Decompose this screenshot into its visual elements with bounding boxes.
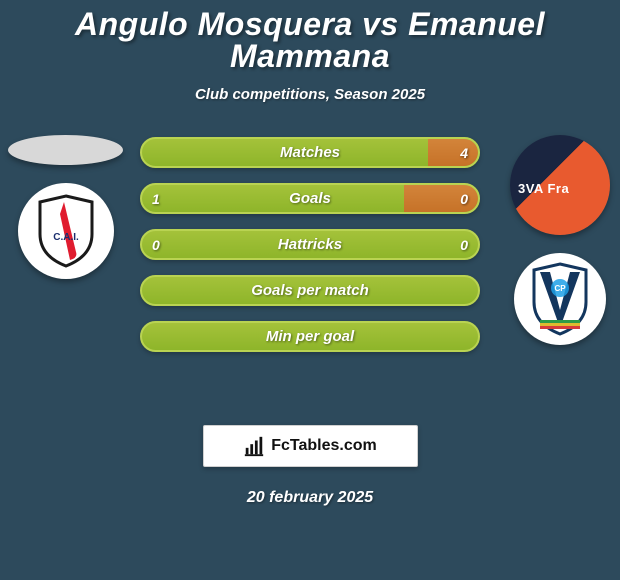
svg-text:CP: CP (554, 284, 566, 293)
stat-label: Min per goal (266, 328, 354, 345)
chart-icon (243, 435, 265, 457)
svg-text:C.A.I.: C.A.I. (53, 232, 79, 243)
player-left-name: Angulo Mosquera (75, 6, 353, 42)
stat-right-value: 4 (460, 145, 468, 161)
stat-bar-hattricks: 0 Hattricks 0 (140, 229, 480, 260)
header: Angulo Mosquera vs Emanuel Mammana Club … (0, 0, 620, 103)
site-label: FcTables.com (271, 437, 377, 455)
club-logo-left: C.A.I. (18, 183, 114, 279)
stat-bar-min-per-goal: Min per goal (140, 321, 480, 352)
vs-text: vs (362, 6, 399, 42)
bar-overlay (428, 139, 478, 166)
stat-label: Goals per match (251, 282, 369, 299)
page-title: Angulo Mosquera vs Emanuel Mammana (0, 8, 620, 72)
club-logo-right: CP (514, 253, 606, 345)
stat-label: Matches (280, 144, 340, 161)
stat-right-value: 0 (460, 237, 468, 253)
right-column: 3VA Fra CP (510, 135, 610, 345)
subtitle: Club competitions, Season 2025 (0, 86, 620, 103)
player-left-silhouette (8, 135, 123, 165)
comparison-body: C.A.I. Matches 4 1 Goals 0 0 Hattricks 0… (0, 135, 620, 395)
stat-bar-goals: 1 Goals 0 (140, 183, 480, 214)
shield-icon: C.A.I. (36, 194, 96, 268)
stat-label: Goals (289, 190, 331, 207)
stat-bars: Matches 4 1 Goals 0 0 Hattricks 0 Goals … (140, 137, 480, 352)
left-column: C.A.I. (8, 135, 123, 279)
date: 20 february 2025 (0, 489, 620, 507)
shield-icon: CP (530, 262, 590, 336)
stat-left-value: 0 (152, 237, 160, 253)
stat-bar-matches: Matches 4 (140, 137, 480, 168)
stat-bar-goals-per-match: Goals per match (140, 275, 480, 306)
player-right-photo: 3VA Fra (510, 135, 610, 235)
stat-right-value: 0 (460, 191, 468, 207)
site-badge: FcTables.com (203, 425, 418, 467)
stat-left-value: 1 (152, 191, 160, 207)
stat-label: Hattricks (278, 236, 342, 253)
photo-overlay-text: 3VA Fra (518, 181, 569, 196)
